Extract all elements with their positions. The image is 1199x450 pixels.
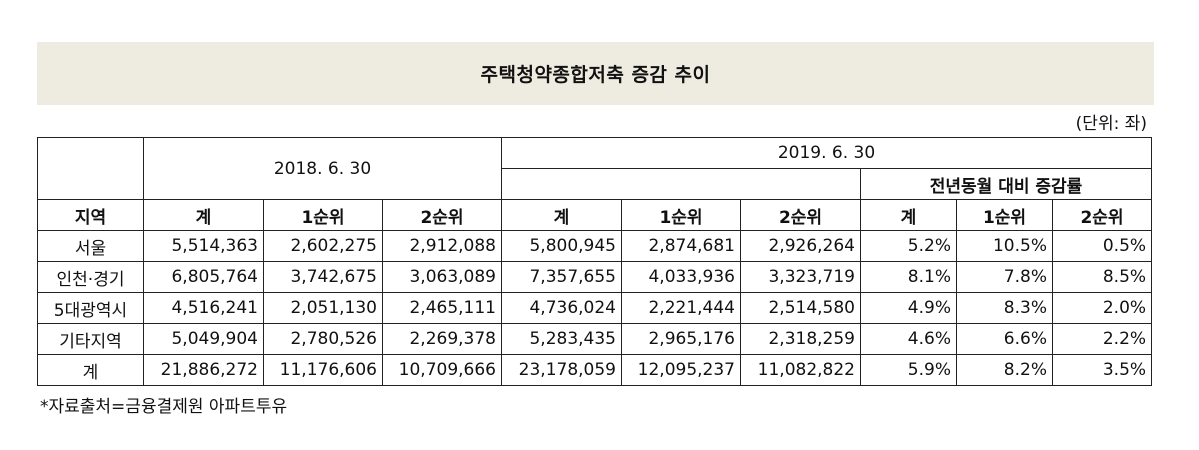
table-row: 서울 5,514,363 2,602,275 2,912,088 5,800,9… — [37, 230, 1153, 262]
cell-yoy-rank1: 7.8% — [956, 261, 1053, 293]
cell-2019-total: 5,283,435 — [501, 323, 622, 355]
cell-yoy-rank2: 3.5% — [1051, 354, 1153, 386]
cell-2019-rank1: 2,965,176 — [621, 323, 741, 355]
cell-2019-rank2: 3,323,719 — [740, 261, 861, 293]
cell-yoy-rank2: 8.5% — [1051, 261, 1153, 293]
cell-yoy-total: 8.1% — [860, 261, 957, 293]
header-row-columns: 지역 계 1순위 2순위 계 1순위 2순위 계 1순위 2순위 — [37, 199, 1153, 231]
row-region: 인천·경기 — [37, 261, 144, 293]
cell-2018-rank1: 2,051,130 — [263, 292, 383, 324]
cell-yoy-total: 5.2% — [860, 230, 957, 262]
header-2019-rank1: 1순위 — [621, 199, 741, 231]
cell-2018-total: 6,805,764 — [143, 261, 264, 293]
header-yoy-rank1: 1순위 — [956, 199, 1053, 231]
cell-yoy-rank1: 8.2% — [956, 354, 1053, 386]
cell-2019-rank2: 2,318,259 — [740, 323, 861, 355]
cell-yoy-rank1: 10.5% — [956, 230, 1053, 262]
table-row: 인천·경기 6,805,764 3,742,675 3,063,089 7,35… — [37, 261, 1153, 293]
unit-label: (단위: 좌) — [1075, 114, 1147, 134]
cell-yoy-total: 4.9% — [860, 292, 957, 324]
header-yoy-rank2: 2순위 — [1051, 199, 1153, 231]
header-year-2019: 2019. 6. 30 — [500, 137, 1153, 169]
row-region: 계 — [37, 354, 144, 386]
header-2018-total: 계 — [143, 199, 264, 231]
header-row-year: 2018. 6. 30 2019. 6. 30 — [37, 137, 1153, 200]
header-yoy-total: 계 — [860, 199, 957, 231]
cell-2019-rank1: 2,874,681 — [621, 230, 741, 262]
header-2018-rank2: 2순위 — [382, 199, 502, 231]
header-2018-rank1: 1순위 — [263, 199, 383, 231]
cell-2019-rank2: 11,082,822 — [740, 354, 861, 386]
header-blank-cell — [37, 137, 144, 200]
row-region: 기타지역 — [37, 323, 144, 355]
table-row: 5대광역시 4,516,241 2,051,130 2,465,111 4,73… — [37, 292, 1153, 324]
cell-yoy-total: 4.6% — [860, 323, 957, 355]
cell-2019-total: 23,178,059 — [501, 354, 622, 386]
cell-yoy-rank1: 6.6% — [956, 323, 1053, 355]
savings-table: 2018. 6. 30 2019. 6. 30 전년동월 대비 증감률 지역 계… — [37, 137, 1153, 386]
cell-2018-rank2: 2,269,378 — [382, 323, 502, 355]
cell-yoy-rank2: 2.0% — [1051, 292, 1153, 324]
cell-2018-rank2: 3,063,089 — [382, 261, 502, 293]
cell-yoy-total: 5.9% — [860, 354, 957, 386]
cell-2018-rank1: 2,780,526 — [263, 323, 383, 355]
cell-2019-total: 7,357,655 — [501, 261, 622, 293]
table-row: 기타지역 5,049,904 2,780,526 2,269,378 5,283… — [37, 323, 1153, 355]
header-row-yoy: 전년동월 대비 증감률 — [38, 168, 1153, 200]
cell-2019-total: 4,736,024 — [501, 292, 622, 324]
cell-yoy-rank2: 2.2% — [1051, 323, 1153, 355]
cell-2018-rank2: 10,709,666 — [382, 354, 502, 386]
header-spacer — [501, 168, 861, 200]
cell-2018-total: 5,049,904 — [143, 323, 264, 355]
row-region: 5대광역시 — [37, 292, 144, 324]
cell-2018-rank2: 2,912,088 — [382, 230, 502, 262]
source-footnote: *자료출처=금융결제원 아파트투유 — [40, 397, 288, 417]
cell-2018-total: 4,516,241 — [143, 292, 264, 324]
cell-yoy-rank2: 0.5% — [1051, 230, 1153, 262]
header-2019-total: 계 — [501, 199, 622, 231]
cell-2018-rank1: 11,176,606 — [263, 354, 383, 386]
cell-2018-rank2: 2,465,111 — [382, 292, 502, 324]
cell-2019-rank1: 4,033,936 — [621, 261, 741, 293]
cell-2019-rank2: 2,926,264 — [740, 230, 861, 262]
cell-2018-total: 21,886,272 — [143, 354, 264, 386]
cell-2019-rank1: 2,221,444 — [621, 292, 741, 324]
header-year-2018: 2018. 6. 30 — [143, 137, 502, 200]
cell-2019-rank1: 12,095,237 — [621, 354, 741, 386]
header-region: 지역 — [37, 199, 144, 231]
row-region: 서울 — [37, 230, 144, 262]
table-title: 주택청약종합저축 증감 추이 — [480, 64, 711, 86]
cell-2019-rank2: 2,514,580 — [740, 292, 861, 324]
cell-2018-rank1: 2,602,275 — [263, 230, 383, 262]
cell-yoy-rank1: 8.3% — [956, 292, 1053, 324]
cell-2018-rank1: 3,742,675 — [263, 261, 383, 293]
header-yoy: 전년동월 대비 증감률 — [859, 168, 1153, 200]
header-2019-rank2: 2순위 — [740, 199, 861, 231]
table-title-bar: 주택청약종합저축 증감 추이 — [37, 42, 1154, 105]
cell-2018-total: 5,514,363 — [143, 230, 264, 262]
table-row-total: 계 21,886,272 11,176,606 10,709,666 23,17… — [37, 354, 1153, 386]
cell-2019-total: 5,800,945 — [501, 230, 622, 262]
